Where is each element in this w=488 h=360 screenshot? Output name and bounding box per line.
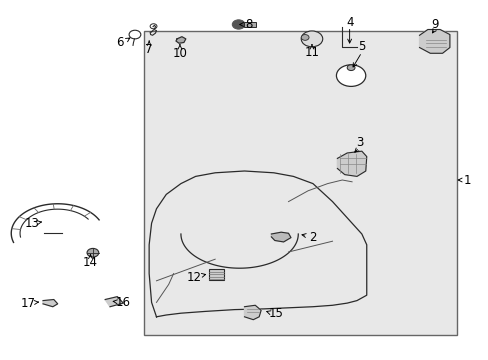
Text: 8: 8	[245, 18, 253, 31]
Polygon shape	[271, 232, 290, 242]
Polygon shape	[244, 305, 261, 320]
Bar	[144, 31, 456, 335]
Text: 6: 6	[116, 36, 123, 49]
Polygon shape	[43, 300, 58, 307]
Text: 10: 10	[172, 47, 187, 60]
Text: 9: 9	[430, 18, 438, 31]
Polygon shape	[176, 37, 185, 43]
Circle shape	[346, 65, 354, 71]
Circle shape	[301, 35, 308, 40]
Circle shape	[87, 248, 99, 257]
Polygon shape	[105, 297, 123, 307]
Text: 12: 12	[187, 271, 202, 284]
Text: 17: 17	[21, 297, 36, 310]
Text: 7: 7	[145, 43, 153, 56]
Text: 16: 16	[116, 296, 130, 309]
Text: 1: 1	[462, 174, 470, 186]
Text: 11: 11	[304, 46, 319, 59]
Circle shape	[301, 31, 322, 47]
Polygon shape	[419, 30, 449, 53]
Text: 14: 14	[83, 256, 98, 269]
Text: 15: 15	[268, 307, 283, 320]
Circle shape	[336, 65, 365, 86]
Bar	[209, 269, 224, 280]
Text: 3: 3	[355, 136, 363, 149]
Text: 2: 2	[308, 231, 316, 244]
Bar	[244, 22, 256, 27]
Text: 4: 4	[345, 16, 353, 29]
Text: 5: 5	[357, 40, 365, 53]
Polygon shape	[337, 151, 366, 176]
Circle shape	[232, 20, 244, 29]
Text: 13: 13	[24, 217, 39, 230]
